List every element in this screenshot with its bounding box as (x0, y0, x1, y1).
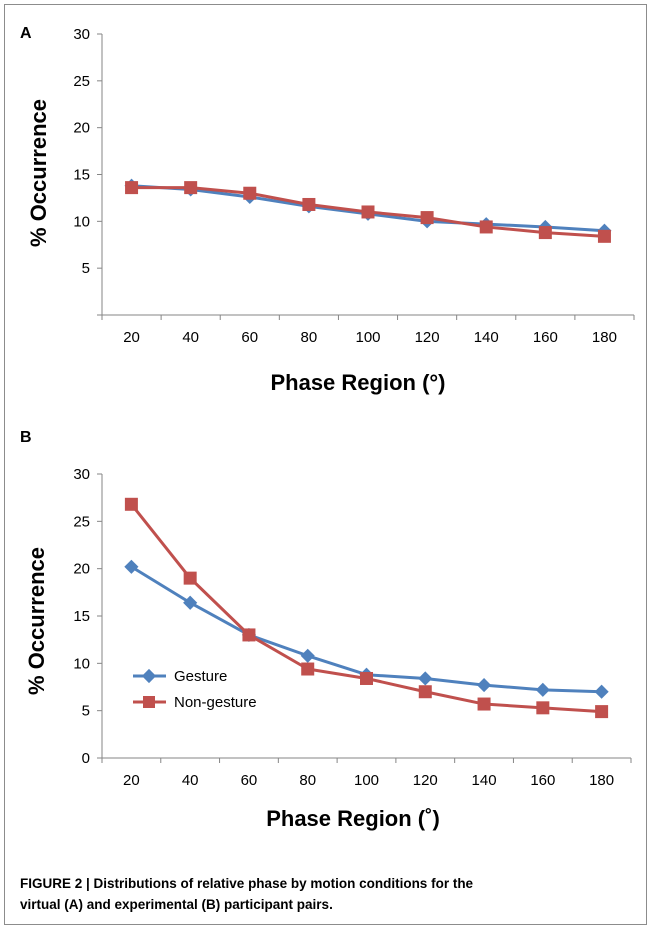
panel-a-series (124, 178, 612, 243)
data-point-gesture (418, 671, 433, 686)
caption-line-2: virtual (A) and experimental (B) partici… (20, 897, 333, 912)
panel-b-series (124, 497, 609, 719)
x-tick-label: 180 (592, 329, 617, 346)
y-tick-label: 5 (82, 703, 90, 720)
data-point-non-gesture (477, 697, 491, 711)
data-point-non-gesture (595, 705, 609, 719)
y-tick-label: 30 (73, 466, 90, 483)
data-point-series-2 (361, 205, 375, 219)
x-tick-label: 140 (472, 772, 497, 789)
legend-non-gesture-marker (143, 696, 155, 708)
data-point-gesture (594, 684, 609, 699)
x-tick-label: 140 (474, 329, 499, 346)
x-tick-label: 80 (299, 772, 316, 789)
panel-b-x-tick-labels: 20 40 60 80 100 120 140 160 180 (123, 772, 614, 789)
x-tick-label: 60 (241, 329, 258, 346)
panel-a-axes (97, 33, 635, 320)
panel-b-y-axis-title: % Occurrence (24, 547, 49, 695)
x-tick-label: 60 (241, 772, 258, 789)
data-point-series-2 (184, 181, 198, 195)
panel-letter-b: B (20, 429, 32, 446)
x-tick-label: 100 (354, 772, 379, 789)
x-tick-label: 80 (301, 329, 318, 346)
x-tick-label: 120 (413, 772, 438, 789)
x-tick-label: 20 (123, 772, 140, 789)
data-point-series-2 (479, 220, 493, 234)
panel-a-x-axis-title: Phase Region (°) (270, 370, 445, 395)
data-point-non-gesture (242, 628, 256, 642)
data-point-series-2 (420, 211, 434, 225)
figure-caption: FIGURE 2 | Distributions of relative pha… (20, 873, 640, 915)
data-point-series-2 (538, 226, 552, 240)
data-point-series-2 (302, 197, 316, 211)
x-tick-label: 180 (589, 772, 614, 789)
panel-b-x-axis-title: Phase Region (˚) (266, 806, 440, 831)
chart-panel-a: A 5 10 15 20 25 30 20 40 60 80 100 120 140 160 180 Ph… (20, 25, 635, 395)
y-tick-label: 30 (73, 26, 90, 43)
data-point-non-gesture (183, 571, 197, 585)
data-point-gesture (535, 682, 550, 697)
caption-line-1: FIGURE 2 | Distributions of relative pha… (20, 876, 474, 891)
data-point-non-gesture (301, 662, 315, 676)
data-point-gesture (300, 648, 315, 663)
data-point-non-gesture (360, 671, 373, 685)
x-tick-label: 160 (530, 772, 555, 789)
y-tick-label: 15 (73, 167, 90, 184)
data-point-gesture (476, 678, 492, 693)
legend-item-gesture: Gesture (133, 668, 227, 685)
panel-a-y-tick-labels: 5 10 15 20 25 30 (73, 26, 90, 277)
x-tick-label: 120 (415, 329, 440, 346)
data-point-non-gesture (124, 497, 138, 511)
y-tick-label: 25 (73, 73, 90, 90)
panel-b-axes (97, 473, 632, 763)
panel-a-x-tick-labels: 20 40 60 80 100 120 140 160 180 (123, 329, 617, 346)
x-tick-label: 40 (182, 329, 199, 346)
legend-item-non-gesture: Non-gesture (133, 694, 257, 711)
legend-gesture-label: Gesture (174, 668, 227, 685)
panel-a-y-axis-title: % Occurrence (26, 99, 51, 247)
legend-non-gesture-label: Non-gesture (174, 694, 257, 711)
y-tick-label: 20 (73, 120, 90, 137)
data-point-series-2 (243, 186, 257, 200)
x-tick-label: 20 (123, 329, 140, 346)
panel-b-legend: Gesture Non-gesture (133, 668, 257, 711)
y-tick-label: 5 (82, 260, 90, 277)
y-tick-label: 15 (73, 608, 90, 625)
data-point-non-gesture (536, 701, 550, 715)
x-tick-label: 100 (355, 329, 380, 346)
panel-letter-a: A (20, 25, 32, 42)
y-tick-label: 10 (73, 213, 90, 230)
y-tick-label: 10 (73, 655, 90, 672)
x-tick-label: 40 (182, 772, 199, 789)
y-tick-label: 20 (73, 561, 90, 578)
data-point-gesture (183, 595, 198, 610)
figure-frame (4, 4, 647, 925)
y-tick-label: 25 (73, 513, 90, 530)
data-point-non-gesture (418, 685, 432, 699)
x-tick-label: 160 (533, 329, 558, 346)
y-tick-label: 0 (82, 750, 90, 767)
panel-b-y-tick-labels: 0 5 10 15 20 25 30 (73, 466, 90, 767)
chart-panel-b: B 0 5 10 15 20 25 30 20 40 60 80 100 120 140 160 180 G… (20, 429, 632, 831)
legend-gesture-marker (141, 668, 157, 684)
data-point-series-2 (125, 181, 139, 195)
data-point-series-2 (597, 229, 611, 243)
data-point-gesture (124, 559, 139, 574)
